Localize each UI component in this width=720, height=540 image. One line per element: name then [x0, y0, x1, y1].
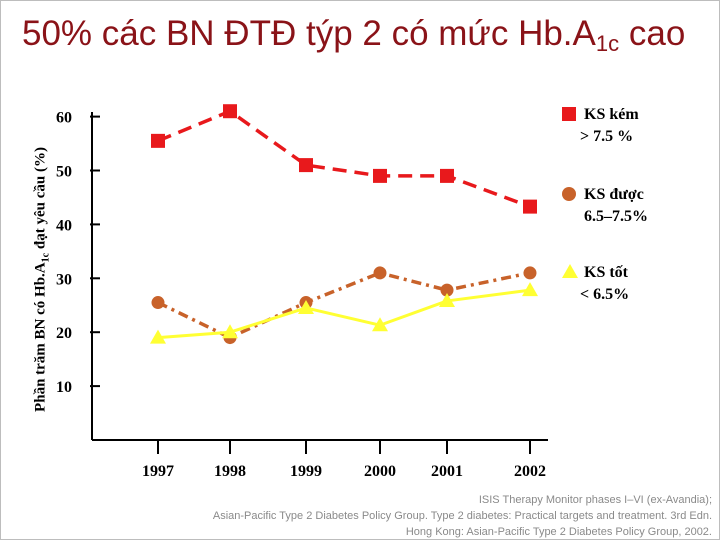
data-point-square: [299, 158, 313, 173]
data-point-triangle: [298, 299, 314, 314]
data-point-square: [151, 133, 165, 148]
data-point-triangle: [222, 324, 238, 339]
x-tick-label: 2002: [514, 463, 546, 480]
source-line: ISIS Therapy Monitor phases I–VI (ex-Ava…: [478, 494, 712, 506]
data-point-square: [523, 199, 537, 214]
x-tick-label: 2001: [431, 463, 463, 480]
data-point-square: [440, 168, 454, 183]
y-tick-label: 10: [56, 379, 72, 396]
data-point-triangle: [372, 317, 388, 332]
data-point-triangle: [522, 282, 538, 297]
legend-threshold: < 6.5%: [580, 286, 630, 303]
y-tick-label: 50: [56, 164, 72, 181]
triangle-marker-icon: [562, 264, 578, 278]
data-point-triangle: [150, 329, 166, 344]
chart-title: 50% các BN ĐTĐ týp 2 có mức Hb.A1c cao: [22, 14, 686, 56]
series-line-3: [157, 288, 531, 340]
source-citation: ISIS Therapy Monitor phases I–VI (ex-Ava…: [152, 492, 712, 540]
y-tick-label: 60: [56, 110, 72, 127]
data-point-circle: [523, 266, 537, 280]
x-tick-label: 1997: [142, 463, 174, 480]
legend-label: KS được: [584, 186, 644, 203]
data-point-circle: [373, 266, 387, 280]
x-tick-label: 1998: [214, 463, 246, 480]
data-point-circle: [440, 283, 454, 297]
data-point-circle: [151, 296, 165, 310]
legend-label: KS kém: [584, 106, 639, 123]
y-tick-label: 20: [56, 325, 72, 342]
x-tick-label: 1999: [290, 463, 322, 480]
square-marker-icon: [562, 107, 576, 121]
legend-threshold: 6.5–7.5%: [584, 208, 648, 225]
source-line: Hong Kong: Asian-Pacific Type 2 Diabetes…: [405, 526, 712, 538]
data-point-square: [223, 104, 237, 119]
data-point-square: [373, 168, 387, 183]
series-line-1: [157, 109, 531, 209]
y-tick-label: 40: [56, 217, 72, 234]
x-tick-label: 2000: [364, 463, 396, 480]
y-tick-label: 30: [56, 271, 72, 288]
circle-marker-icon: [562, 187, 576, 201]
legend-label: KS tốt: [584, 264, 628, 281]
source-line: Asian-Pacific Type 2 Diabetes Policy Gro…: [212, 510, 712, 522]
data-point-triangle: [439, 292, 455, 307]
series-line-2: [157, 271, 531, 340]
legend-threshold: > 7.5 %: [580, 128, 634, 145]
